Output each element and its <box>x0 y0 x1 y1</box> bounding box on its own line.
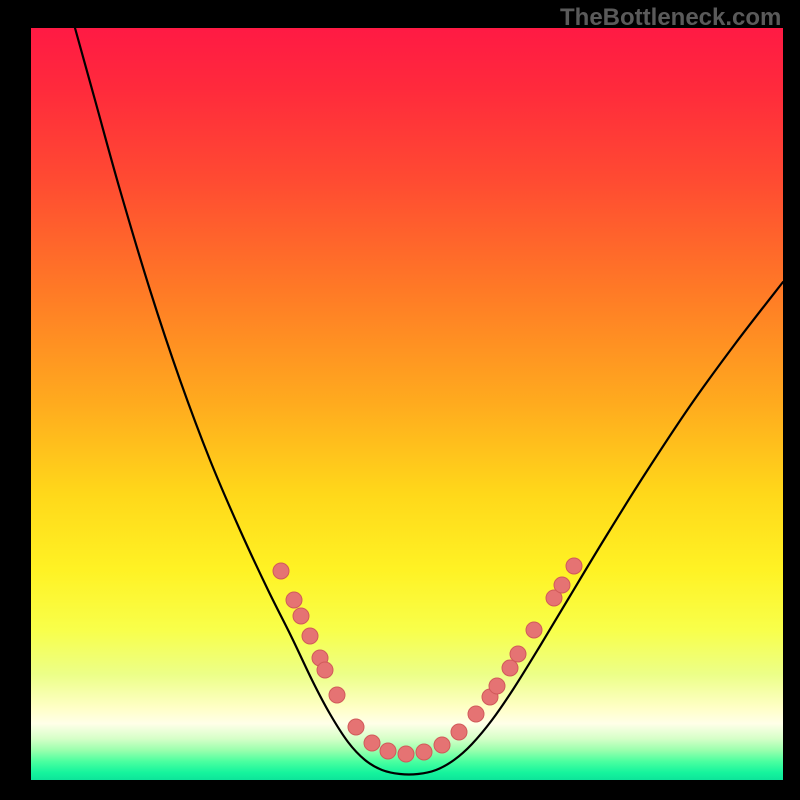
curve-marker <box>489 678 505 694</box>
curve-marker <box>302 628 318 644</box>
curve-marker <box>510 646 526 662</box>
curve-marker <box>380 743 396 759</box>
curve-marker <box>273 563 289 579</box>
curve-marker <box>348 719 364 735</box>
chart-gradient-background <box>31 28 783 780</box>
curve-marker <box>526 622 542 638</box>
watermark-text: TheBottleneck.com <box>560 4 781 32</box>
curve-marker <box>416 744 432 760</box>
curve-marker <box>468 706 484 722</box>
curve-marker <box>286 592 302 608</box>
curve-marker <box>554 577 570 593</box>
curve-marker <box>364 735 380 751</box>
curve-marker <box>329 687 345 703</box>
curve-marker <box>317 662 333 678</box>
curve-marker <box>566 558 582 574</box>
curve-marker <box>451 724 467 740</box>
curve-marker <box>398 746 414 762</box>
curve-marker <box>293 608 309 624</box>
chart-svg <box>0 0 800 800</box>
curve-marker <box>502 660 518 676</box>
curve-marker <box>434 737 450 753</box>
